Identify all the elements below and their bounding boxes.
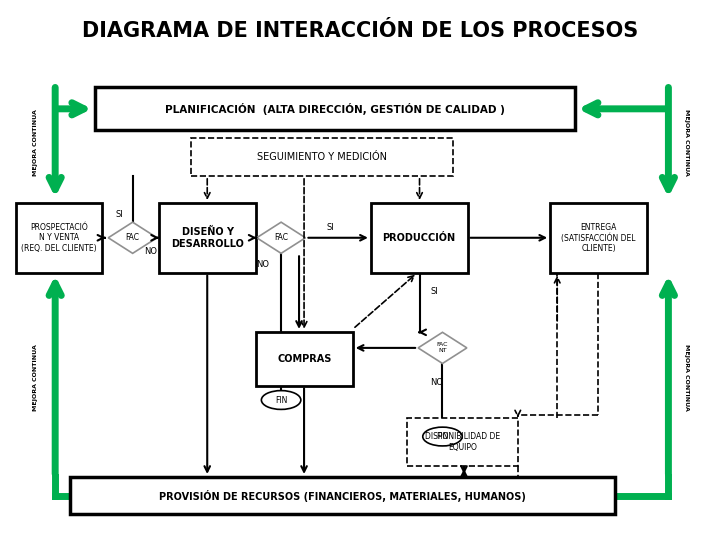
Polygon shape bbox=[257, 222, 305, 253]
FancyBboxPatch shape bbox=[70, 477, 615, 515]
Text: DISPONIBILIDAD DE
EQUIPO: DISPONIBILIDAD DE EQUIPO bbox=[425, 432, 500, 451]
Text: FAC: FAC bbox=[274, 233, 288, 242]
Text: MEJORA CONTINUA: MEJORA CONTINUA bbox=[33, 344, 38, 411]
Text: DISEÑO Y
DESARROLLO: DISEÑO Y DESARROLLO bbox=[171, 227, 244, 248]
Text: NO: NO bbox=[144, 247, 157, 256]
Text: PROSPECTACIÓ
N Y VENTA
(REQ. DEL CLIENTE): PROSPECTACIÓ N Y VENTA (REQ. DEL CLIENTE… bbox=[21, 223, 96, 253]
Text: SI: SI bbox=[431, 287, 438, 296]
Ellipse shape bbox=[261, 390, 301, 409]
FancyBboxPatch shape bbox=[371, 203, 467, 273]
FancyBboxPatch shape bbox=[407, 418, 518, 466]
Text: SI: SI bbox=[326, 224, 334, 232]
Text: MEJORA CONTINUA: MEJORA CONTINUA bbox=[684, 109, 689, 176]
Text: COMPRAS: COMPRAS bbox=[277, 354, 332, 363]
Text: DIAGRAMA DE INTERACCIÓN DE LOS PROCESOS: DIAGRAMA DE INTERACCIÓN DE LOS PROCESOS bbox=[82, 21, 638, 41]
Text: FIN: FIN bbox=[436, 432, 449, 441]
Polygon shape bbox=[108, 222, 157, 253]
Text: FIN: FIN bbox=[275, 395, 287, 404]
Text: MEJORA CONTINUA: MEJORA CONTINUA bbox=[684, 344, 689, 411]
Text: FAC
NT: FAC NT bbox=[437, 342, 449, 353]
Text: SEGUIMIENTO Y MEDICIÓN: SEGUIMIENTO Y MEDICIÓN bbox=[257, 152, 387, 162]
Ellipse shape bbox=[423, 427, 462, 446]
Text: NO: NO bbox=[431, 379, 444, 387]
FancyBboxPatch shape bbox=[94, 87, 575, 130]
Text: ENTREGA
(SATISFACCIÓN DEL
CLIENTE): ENTREGA (SATISFACCIÓN DEL CLIENTE) bbox=[561, 222, 636, 253]
FancyBboxPatch shape bbox=[16, 203, 102, 273]
FancyBboxPatch shape bbox=[159, 203, 256, 273]
Text: PRODUCCIÓN: PRODUCCIÓN bbox=[382, 233, 456, 243]
Text: PROVISIÓN DE RECURSOS (FINANCIEROS, MATERIALES, HUMANOS): PROVISIÓN DE RECURSOS (FINANCIEROS, MATE… bbox=[158, 490, 526, 502]
Polygon shape bbox=[418, 332, 467, 363]
Text: FAC: FAC bbox=[126, 233, 140, 242]
Text: MEJORA CONTINUA: MEJORA CONTINUA bbox=[33, 109, 38, 176]
Text: SI: SI bbox=[116, 210, 124, 219]
Text: NO: NO bbox=[256, 260, 269, 269]
FancyBboxPatch shape bbox=[550, 203, 647, 273]
FancyBboxPatch shape bbox=[192, 138, 453, 176]
FancyBboxPatch shape bbox=[256, 332, 353, 386]
Text: PLANIFICACIÓN  (ALTA DIRECCIÓN, GESTIÓN DE CALIDAD ): PLANIFICACIÓN (ALTA DIRECCIÓN, GESTIÓN D… bbox=[165, 103, 505, 115]
